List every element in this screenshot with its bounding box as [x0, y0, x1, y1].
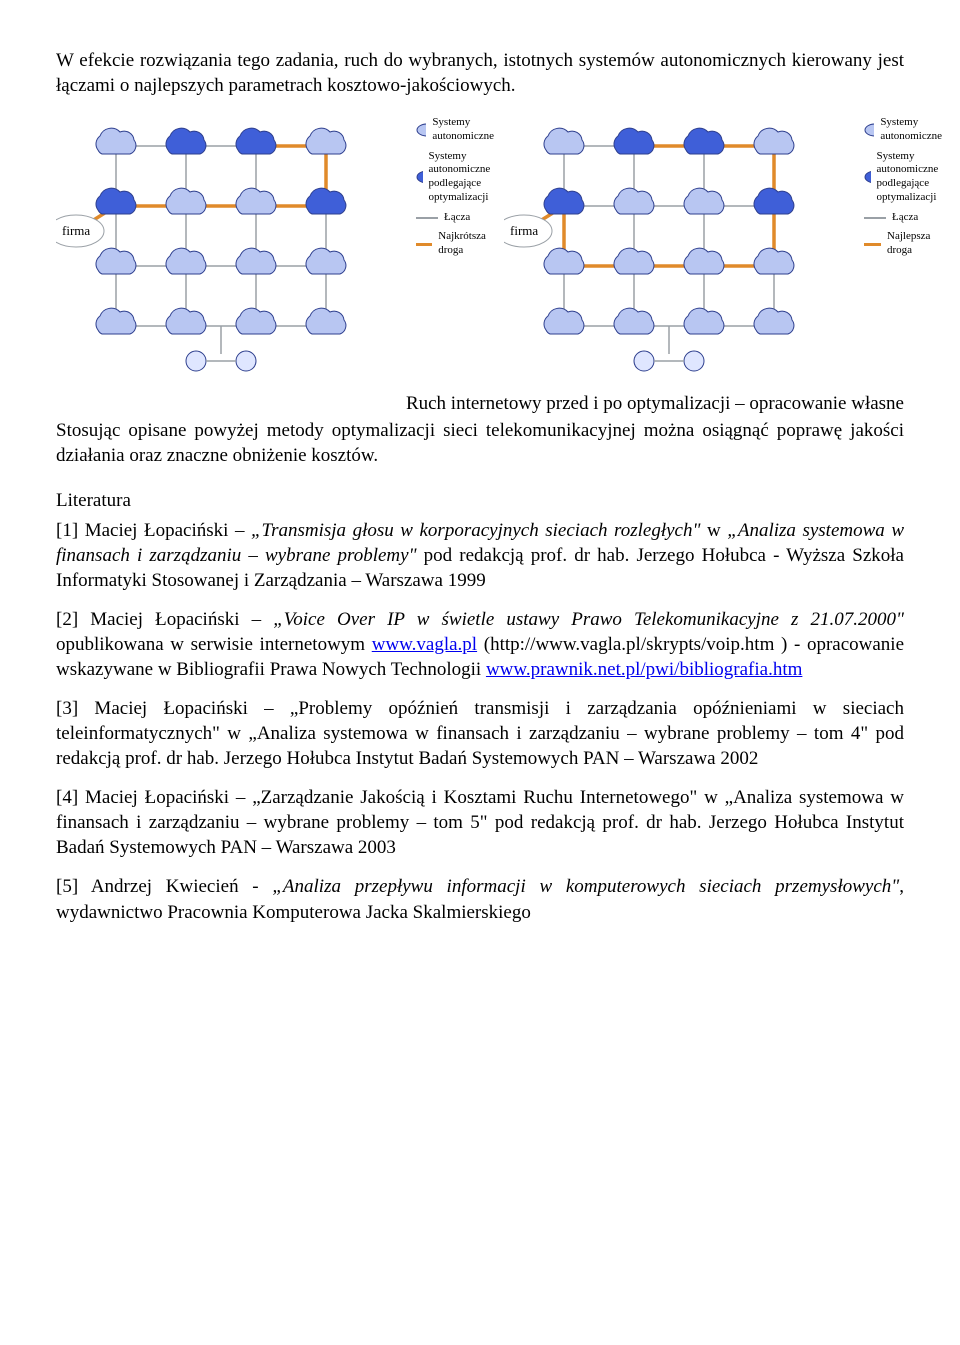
network-diagram-right: firma — [504, 116, 854, 376]
legend-item: Najkrótsza droga — [416, 230, 494, 258]
cloud-icon — [864, 123, 874, 137]
reference-item: [5] Andrzej Kwiecień - „Analiza przepływ… — [56, 874, 904, 924]
reference-item: [2] Maciej Łopaciński – „Voice Over IP w… — [56, 607, 904, 682]
ref-text: [2] Maciej Łopaciński – — [56, 609, 273, 630]
reference-item: [4] Maciej Łopaciński – „Zarządzanie Jak… — [56, 785, 904, 860]
reference-item: [3] Maciej Łopaciński – „Problemy opóźni… — [56, 696, 904, 771]
line-icon — [864, 243, 881, 246]
cloud-icon — [864, 170, 871, 184]
figure-right: firma — [504, 116, 854, 383]
cloud-icon — [416, 170, 423, 184]
line-icon — [416, 217, 438, 219]
legend-label: Najkrótsza droga — [438, 230, 494, 258]
ref-title: „Voice Over IP w świetle ustawy Prawo Te… — [273, 609, 904, 630]
legend-item: Systemy autonomiczne — [864, 116, 942, 144]
line-icon — [864, 217, 886, 219]
reference-item: [1] Maciej Łopaciński – „Transmisja głos… — [56, 518, 904, 593]
svg-text:firma: firma — [510, 223, 538, 238]
legend-label: Systemy autonomiczne — [432, 116, 494, 144]
legend-item: Łącza — [416, 211, 494, 225]
figure-left: firma — [56, 116, 406, 383]
figure-caption: Ruch internetowy przed i po optymalizacj… — [56, 391, 904, 416]
svg-text:firma: firma — [62, 223, 90, 238]
cloud-icon — [416, 123, 426, 137]
ref-title: „Transmisja głosu w korporacyjnych sieci… — [251, 520, 701, 541]
network-diagram-left: firma — [56, 116, 406, 376]
legend-label: Łącza — [444, 211, 470, 225]
ref-title: „Analiza przepływu informacji w komputer… — [272, 876, 899, 897]
ref-text: [1] Maciej Łopaciński – — [56, 520, 251, 541]
ref-link[interactable]: www.vagla.pl — [372, 634, 477, 655]
ref-text: w — [700, 520, 727, 541]
line-icon — [416, 243, 432, 246]
literature-heading: Literatura — [56, 488, 904, 513]
legend-item: Systemy autonomiczne — [416, 116, 494, 144]
ref-text: opublikowana w serwisie internetowym — [56, 634, 372, 655]
legend-label: Systemy autonomiczne podlegające optymal… — [429, 150, 494, 205]
ref-text: [5] Andrzej Kwiecień - — [56, 876, 272, 897]
legend-left: Systemy autonomiczne Systemy autonomiczn… — [416, 116, 494, 383]
legend-label: Systemy autonomiczne — [880, 116, 942, 144]
ref-link[interactable]: www.prawnik.net.pl/pwi/bibliografia.htm — [486, 659, 802, 680]
legend-item: Systemy autonomiczne podlegające optymal… — [416, 150, 494, 205]
body-paragraph: Stosując opisane powyżej metody optymali… — [56, 418, 904, 468]
figure-row: firma Systemy autonomiczne Systemy auton… — [56, 116, 904, 383]
legend-item: Najlepsza droga — [864, 230, 942, 258]
legend-label: Łącza — [892, 211, 918, 225]
legend-item: Systemy autonomiczne podlegające optymal… — [864, 150, 942, 205]
legend-label: Najlepsza droga — [887, 230, 942, 258]
body-paragraph: W efekcie rozwiązania tego zadania, ruch… — [56, 48, 904, 98]
legend-item: Łącza — [864, 211, 942, 225]
legend-label: Systemy autonomiczne podlegające optymal… — [877, 150, 942, 205]
legend-right: Systemy autonomiczne Systemy autonomiczn… — [864, 116, 942, 383]
